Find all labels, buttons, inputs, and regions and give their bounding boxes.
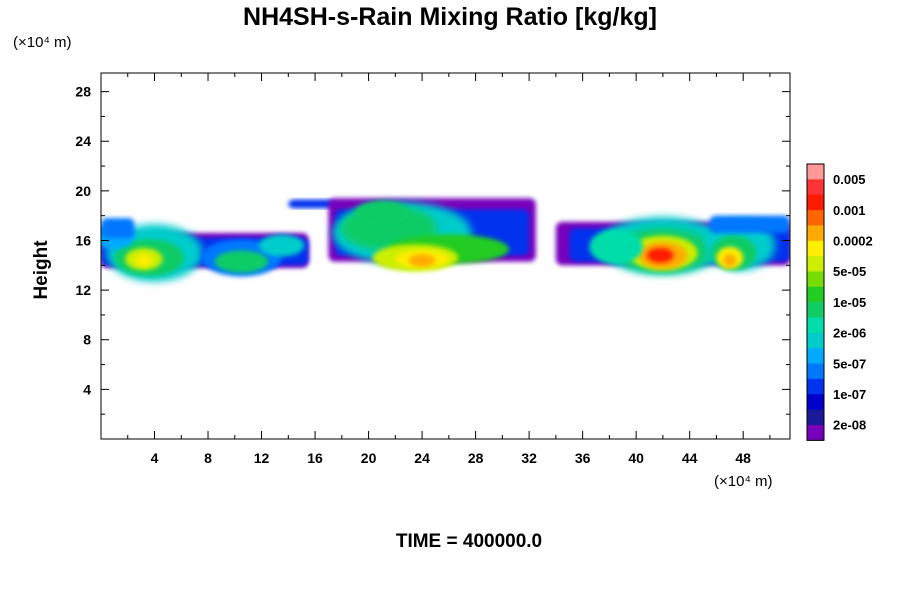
cloud-center-peak-core [408, 254, 436, 267]
x-tick-label: 28 [468, 450, 484, 466]
cloud-left-peak-core [135, 254, 152, 267]
x-tick-label: 36 [575, 450, 591, 466]
cloud-mid-left-top [258, 234, 305, 257]
colorbar-swatch [807, 194, 824, 211]
cloud-left-top [101, 218, 135, 239]
x-tick-label: 16 [307, 450, 323, 466]
x-tick-label: 44 [682, 450, 698, 466]
colorbar-swatch [807, 286, 824, 303]
colorbar-label: 1e-05 [833, 295, 866, 310]
chart-title: NH4SH-s-Rain Mixing Ratio [kg/kg] [243, 3, 657, 31]
x-tick-label: 24 [414, 450, 430, 466]
x-tick-label: 8 [204, 450, 212, 466]
colorbar-swatch [807, 164, 824, 180]
time-label: TIME = 400000.0 [395, 531, 543, 552]
y-tick-label: 28 [75, 84, 91, 100]
cloud-far-right-top [709, 215, 790, 234]
colorbar-label: 5e-07 [833, 356, 866, 371]
colorbar-label: 0.005 [833, 172, 866, 187]
colorbar-swatch [807, 378, 824, 395]
colorbar-swatch [807, 256, 824, 272]
x-axis-unit: (×10⁴ m) [714, 473, 773, 490]
cloud-mid-left-green [214, 250, 269, 273]
y-tick-label: 16 [75, 232, 91, 248]
plot-frame [100, 72, 791, 440]
colorbar-label: 2e-08 [833, 418, 866, 433]
x-tick-label: 48 [735, 450, 751, 466]
colorbar-swatch [807, 302, 824, 318]
cloud-far-right-peak [723, 254, 737, 267]
cloud-field [101, 198, 790, 282]
x-tick-label: 12 [254, 450, 270, 466]
colorbar-swatch [807, 363, 824, 380]
x-tick-label: 20 [361, 450, 377, 466]
colorbar-swatch [807, 271, 824, 288]
colorbar-label: 2e-06 [833, 326, 866, 341]
colorbar-frame [806, 163, 825, 441]
colorbar-swatch [807, 225, 824, 242]
colorbar-label: 5e-05 [833, 264, 866, 279]
cloud-right-left-edge [589, 229, 643, 265]
colorbar-label: 0.001 [833, 203, 866, 218]
y-tick-label: 12 [75, 282, 91, 298]
colorbar-swatch [807, 317, 824, 334]
x-tick-label: 4 [151, 450, 159, 466]
x-tick-label: 40 [628, 450, 644, 466]
colorbar-swatch [807, 332, 824, 349]
colorbar-swatch [807, 179, 824, 196]
y-tick-label: 8 [83, 332, 91, 348]
colorbar-swatch [807, 424, 824, 441]
cloud-thin-layer [288, 199, 336, 209]
cloud-right-peak [646, 247, 674, 263]
colorbar-label: 1e-07 [833, 387, 866, 402]
colorbar-swatch [807, 210, 824, 226]
colorbar-swatch [807, 394, 824, 411]
colorbar-swatch [807, 240, 824, 257]
y-axis-unit: (×10⁴ m) [13, 34, 72, 51]
colorbar-swatch [807, 409, 824, 426]
colorbar: 0.005 0.001 0.0002 5e-05 1e-05 2e-06 5e-07 1e-0… [806, 163, 873, 441]
x-tick-label: 32 [521, 450, 537, 466]
colorbar-label: 0.0002 [833, 234, 873, 249]
y-tick-label: 4 [83, 381, 91, 397]
cloud-center-top [355, 200, 409, 226]
colorbar-swatch [807, 348, 824, 365]
y-tick-label: 20 [75, 183, 91, 199]
y-tick-label: 24 [75, 133, 91, 149]
